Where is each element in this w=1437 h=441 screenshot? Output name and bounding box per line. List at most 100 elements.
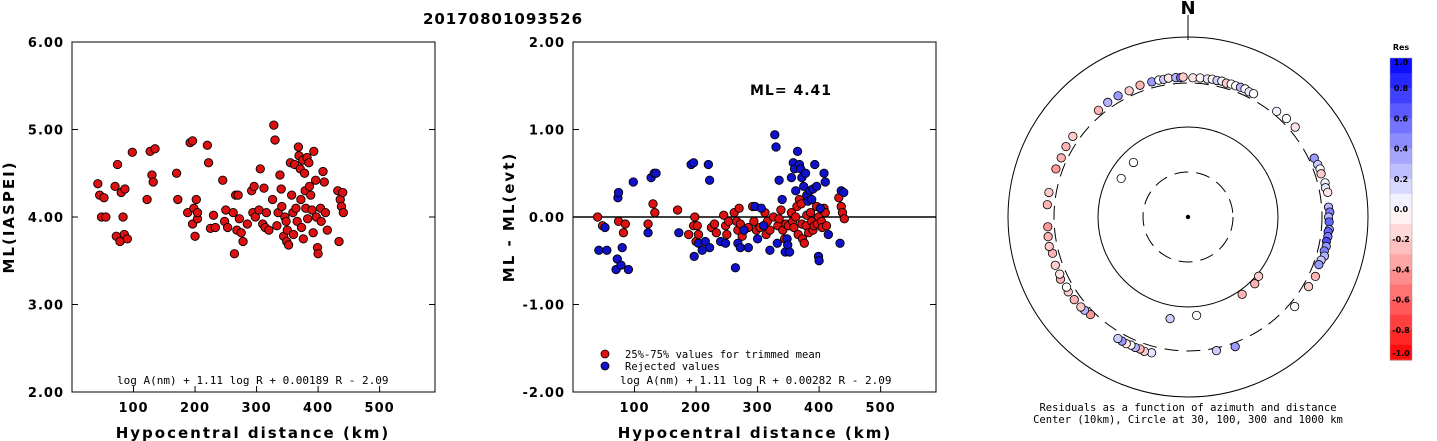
rejected-point [643, 228, 653, 238]
y-tick-label: 5.00 [28, 124, 64, 139]
trimmed-mean-point [774, 214, 784, 224]
rejected-point [739, 225, 749, 235]
ml-point [112, 159, 123, 170]
rejected-point [613, 187, 624, 198]
ml-point [270, 135, 280, 145]
station-residual-marker [1113, 91, 1123, 101]
ml-point [110, 181, 120, 192]
ml-point [173, 194, 183, 205]
rejected-point [791, 186, 801, 196]
ml-point [267, 194, 278, 205]
rejected-point [743, 242, 753, 253]
rejected-point [774, 175, 784, 185]
station-residual-marker [1113, 333, 1123, 344]
ml-point [255, 164, 265, 174]
trimmed-mean-point [709, 219, 720, 229]
x-ticks: 100 200 300 400 500 [118, 386, 394, 416]
ml-point [122, 234, 133, 244]
y-axis-title: ML - ML(evt) [500, 152, 518, 282]
ml-point [306, 190, 316, 200]
station-residual-marker [1304, 282, 1314, 292]
colorbar-tick-label: -1.0 [1392, 349, 1410, 358]
trimmed-mean-point [719, 210, 729, 220]
rejected-point [628, 177, 638, 187]
colorbar-cell [1390, 103, 1412, 119]
x-tick-label: 300 [242, 401, 272, 416]
trimmed-mean-point [620, 219, 630, 229]
ml-point [234, 214, 244, 224]
ml-point [150, 144, 160, 154]
legend-label-trimmed: 25%-75% values for trimmed mean [625, 349, 821, 361]
colorbar-tick-label: 0.4 [1394, 145, 1409, 154]
caption-line-2: Center (10km), Circle at 30, 100, 300 an… [1033, 414, 1343, 426]
ml-point [310, 175, 321, 185]
ml-point [187, 136, 198, 146]
ml-point [288, 229, 299, 240]
colorbar-cell [1390, 284, 1412, 301]
rejected-point [594, 245, 604, 255]
rejected-point [839, 187, 849, 198]
ml-point [276, 184, 286, 194]
x-tick-label: 400 [804, 401, 834, 416]
colorbar-ticks: 1.0 0.8 0.6 0.4 0.2 0.0 -0.2 -0.4 -0.6 -0.8 -1.0 [1392, 58, 1410, 358]
trimmed-mean-point [805, 207, 816, 218]
x-axis-title: Hypocentral distance (km) [618, 424, 893, 441]
x-axis-title: Hypocentral distance (km) [116, 424, 391, 441]
trimmed-mean-point [789, 222, 799, 233]
colorbar-cell [1390, 299, 1412, 316]
station-residual-marker [1042, 200, 1052, 210]
y-tick-label: 2.00 [529, 36, 565, 51]
station-residual-marker [1178, 72, 1188, 82]
station-residual-marker [1069, 295, 1079, 305]
station-residual-marker [1068, 131, 1078, 141]
rejected-point [771, 142, 781, 152]
rejected-point [810, 159, 820, 170]
ml-point [210, 222, 221, 233]
ml-point [293, 142, 304, 152]
ml-point [218, 175, 228, 185]
caption-line-1: Residuals as a function of azimuth and d… [1039, 402, 1336, 414]
colorbar-frame [1389, 57, 1413, 361]
ml-point [242, 219, 252, 229]
legend-label-rejected: Rejected values [625, 361, 720, 373]
station-residual-marker [1254, 271, 1264, 281]
station-residual-marker [1050, 260, 1060, 270]
y-tick-label: 2.00 [28, 386, 64, 401]
trimmed-mean-point [821, 221, 832, 231]
ml-point [171, 168, 182, 178]
trimmed-mean-point [592, 212, 603, 222]
ml-point [281, 216, 291, 227]
rejected-point [674, 228, 684, 238]
ml-point [304, 158, 314, 168]
ml-point [249, 181, 259, 192]
trimmed-mean-point [618, 228, 629, 238]
rejected-point [765, 245, 775, 255]
ml-point [338, 187, 348, 198]
ml-point [127, 147, 137, 157]
ring-100km [1097, 126, 1279, 308]
rejected-point [616, 260, 626, 270]
ml-point [308, 228, 318, 238]
ml-point [192, 207, 203, 218]
station-residual-marker [1314, 260, 1324, 270]
rejected-point [800, 168, 811, 178]
ml-point [291, 203, 301, 213]
trimmed-mean-point [684, 229, 694, 240]
rejected-point [784, 247, 795, 257]
ml-point [208, 210, 219, 220]
x-tick-label: 200 [180, 401, 210, 416]
ml-point [142, 194, 152, 205]
station-residual-marker [1044, 187, 1054, 198]
ml-point [275, 170, 285, 180]
trimmed-mean-point [839, 214, 849, 224]
y-tick-label: 3.00 [28, 299, 64, 314]
ml-point [264, 225, 274, 235]
x-tick-label: 200 [681, 401, 711, 416]
colorbar-cell [1390, 118, 1412, 134]
rejected-point [786, 172, 797, 183]
colorbar-tick-label: 0.0 [1394, 205, 1409, 214]
station-residual-marker [1250, 279, 1260, 289]
trimmed-mean-point [734, 203, 744, 213]
rejected-point [777, 194, 787, 205]
x-ticks: 100 200 300 400 500 [619, 386, 895, 416]
